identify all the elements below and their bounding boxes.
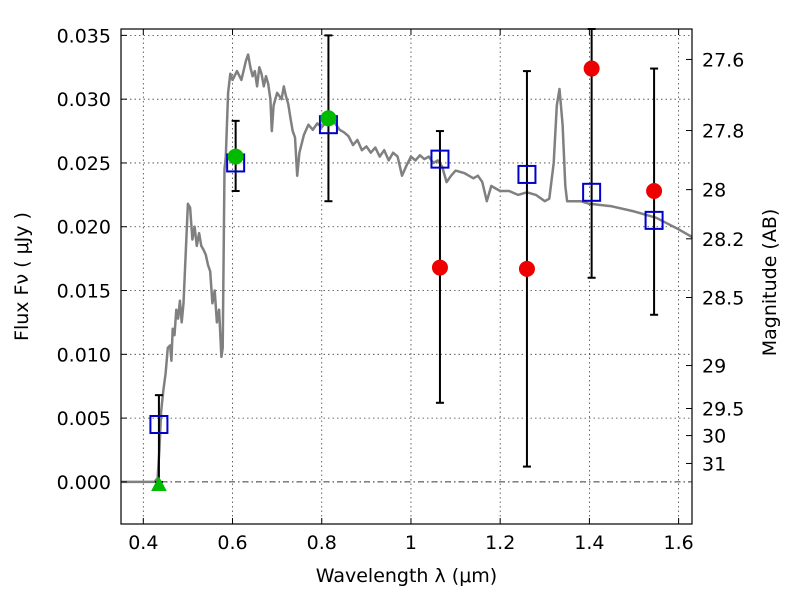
x-tick-label: 1.4 — [574, 532, 604, 554]
y-tick-label: 0.030 — [57, 89, 111, 111]
right-tick-label: 29 — [702, 356, 726, 378]
x-tick-label: 0.4 — [128, 532, 158, 554]
y-axis-title: Flux Fν ( μJy ) — [11, 212, 33, 341]
y-tick-label: 0.015 — [57, 281, 111, 303]
triangle-marker — [151, 476, 167, 491]
error-bars — [154, 28, 659, 483]
circle-marker — [583, 60, 600, 77]
right-axis-title: Magnitude (AB) — [759, 209, 781, 357]
circle-marker — [227, 148, 244, 165]
axis-ticks: 0.4 0.6 0.8 1 1.2 1.4 1.6 0.000 0.005 0.010 0.015 0… — [57, 25, 745, 554]
square-marker — [430, 149, 450, 169]
y-tick-label: 0.025 — [57, 153, 111, 175]
right-tick-label: 28.2 — [702, 229, 744, 251]
square-marker — [582, 182, 602, 202]
circle-marker — [646, 183, 663, 200]
x-axis-title: Wavelength λ (μm) — [316, 565, 497, 587]
y-tick-label: 0.020 — [57, 217, 111, 239]
square-marker — [644, 210, 664, 230]
right-tick-label: 27.6 — [702, 49, 744, 71]
circle-marker — [320, 110, 337, 127]
circle-marker — [431, 259, 448, 276]
data-markers — [149, 60, 664, 491]
x-tick-label: 0.8 — [307, 532, 337, 554]
plot-frame — [120, 28, 693, 525]
right-tick-label: 31 — [702, 453, 726, 475]
x-tick-label: 1.2 — [485, 532, 515, 554]
model-spectrum-line — [121, 53, 693, 484]
right-tick-label: 28.5 — [702, 287, 744, 309]
right-tick-label: 28 — [702, 180, 726, 202]
y-tick-label: 0.000 — [57, 472, 111, 494]
y-tick-label: 0.005 — [57, 408, 111, 430]
right-tick-label: 30 — [702, 426, 726, 448]
right-tick-label: 29.5 — [702, 398, 744, 420]
circle-marker — [518, 260, 535, 277]
y-tick-label: 0.035 — [57, 25, 111, 47]
x-tick-label: 1.6 — [664, 532, 694, 554]
model-spectrum — [121, 53, 693, 484]
grid — [121, 29, 692, 524]
x-tick-label: 1 — [405, 532, 417, 554]
right-tick-label: 27.8 — [702, 121, 744, 143]
x-tick-label: 0.6 — [217, 532, 247, 554]
square-marker — [517, 164, 537, 184]
square-marker — [149, 414, 169, 434]
y-tick-label: 0.010 — [57, 344, 111, 366]
